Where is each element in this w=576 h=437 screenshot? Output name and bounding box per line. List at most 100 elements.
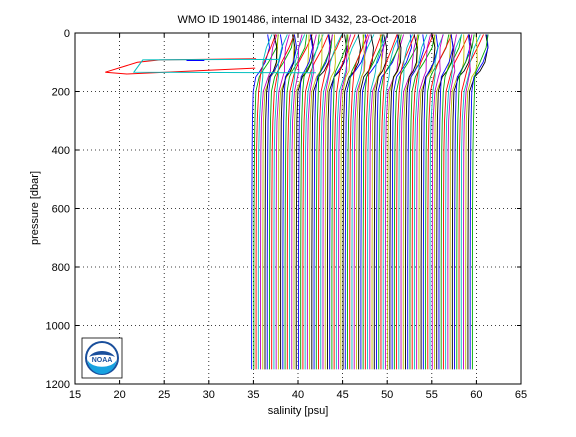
profile-line — [282, 34, 298, 370]
x-tick-label: 45 — [336, 389, 348, 401]
profile-lines — [251, 34, 489, 370]
profile-line — [277, 34, 295, 370]
profile-line — [456, 34, 475, 370]
y-tick-label: 800 — [52, 262, 70, 274]
profile-line — [398, 34, 413, 370]
profile-line — [440, 34, 462, 370]
profile-line — [387, 34, 400, 370]
profile-line — [438, 34, 454, 370]
profile-line — [471, 34, 489, 370]
profile-line — [342, 34, 361, 370]
chart-title: WMO ID 1901486, internal ID 3432, 23-Oct… — [177, 14, 416, 26]
y-tick-label: 200 — [52, 87, 70, 99]
profile-line — [313, 34, 331, 370]
x-tick-label: 40 — [292, 389, 304, 401]
profile-line — [362, 34, 383, 370]
profile-line — [405, 34, 418, 370]
profile-line — [402, 34, 419, 370]
profile-line — [407, 34, 425, 370]
profile-line — [284, 34, 308, 370]
profile-line — [309, 34, 323, 370]
profile-line — [351, 34, 375, 370]
y-axis-label: pressure [dbar] — [29, 171, 41, 245]
outlier-line — [132, 58, 316, 74]
profile-line — [289, 34, 306, 370]
x-tick-label: 25 — [158, 389, 170, 401]
profile-line — [367, 34, 388, 370]
y-tick-label: 1000 — [46, 321, 70, 333]
profile-line — [329, 34, 349, 370]
profile-line — [389, 34, 402, 370]
profile-line — [469, 34, 489, 370]
profile-line — [344, 34, 368, 370]
profile-line — [431, 34, 444, 370]
profile-line — [335, 34, 360, 370]
x-tick-label: 30 — [203, 389, 215, 401]
profile-line — [422, 34, 439, 370]
profile-line — [429, 34, 444, 370]
profile-line — [306, 34, 317, 370]
profile-line — [411, 34, 434, 370]
profile-line — [298, 34, 313, 370]
profile-line — [358, 34, 374, 370]
profile-line — [371, 34, 383, 370]
profile-line — [364, 34, 382, 370]
outlier-lines — [105, 58, 316, 75]
noaa-logo: NOAA — [81, 337, 123, 379]
profile-line — [340, 34, 351, 370]
profile-line — [449, 34, 465, 370]
profile-line — [373, 34, 388, 370]
profile-line — [253, 34, 279, 370]
profile-line — [463, 34, 473, 370]
profile-line — [271, 34, 295, 370]
outlier-line — [105, 58, 257, 75]
profile-line — [333, 34, 356, 370]
profile-line — [416, 34, 431, 370]
y-tick-label: 1200 — [46, 379, 70, 391]
profile-line — [322, 34, 334, 370]
profile-line — [465, 34, 478, 370]
profile-line — [304, 34, 324, 370]
x-tick-label: 35 — [247, 389, 259, 401]
profile-line — [360, 34, 384, 370]
profile-line — [286, 34, 313, 370]
y-axis-ticks: 0 200 400 600 800 1000 1200 — [46, 28, 521, 391]
profile-line — [447, 34, 457, 370]
profile-line — [413, 34, 428, 370]
y-tick-label: 600 — [52, 204, 70, 216]
x-tick-label: 50 — [381, 389, 393, 401]
profile-line — [420, 34, 436, 370]
profile-line — [378, 34, 402, 370]
profile-line — [264, 34, 278, 370]
profile-line — [391, 34, 412, 370]
x-tick-label: 55 — [426, 389, 438, 401]
profile-line — [349, 34, 369, 370]
x-axis-ticks: 15 20 25 30 35 40 45 50 55 60 65 — [69, 33, 527, 401]
profile-line — [384, 34, 405, 370]
profile-line — [291, 34, 303, 370]
profile-line — [318, 34, 343, 370]
x-tick-label: 15 — [69, 389, 81, 401]
profile-line — [445, 34, 463, 370]
profile-line — [409, 34, 436, 370]
profile-line — [320, 34, 343, 370]
profile-line — [293, 34, 310, 370]
profile-line — [442, 34, 470, 370]
noaa-logo-text: NOAA — [92, 357, 113, 364]
profile-line — [331, 34, 348, 370]
profile-line — [380, 34, 398, 370]
y-tick-label: 0 — [64, 28, 70, 40]
profile-line — [302, 34, 329, 370]
x-axis-label: salinity [psu] — [268, 405, 329, 417]
x-tick-label: 65 — [515, 389, 527, 401]
profile-line — [460, 34, 481, 370]
profile-line — [382, 34, 401, 370]
y-tick-label: 400 — [52, 145, 70, 157]
profile-line — [393, 34, 420, 370]
x-tick-label: 60 — [470, 389, 482, 401]
x-tick-label: 20 — [113, 389, 125, 401]
profile-line — [275, 34, 290, 370]
profile-line — [300, 34, 320, 370]
profile-line — [338, 34, 352, 370]
